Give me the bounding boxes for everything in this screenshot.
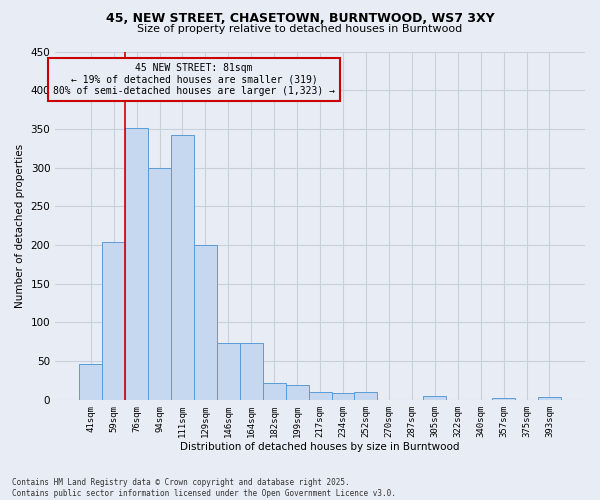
Bar xyxy=(79,364,102,400)
Bar xyxy=(308,392,332,400)
Bar xyxy=(538,396,561,400)
Bar xyxy=(148,168,171,400)
Text: Size of property relative to detached houses in Burntwood: Size of property relative to detached ho… xyxy=(137,24,463,34)
X-axis label: Distribution of detached houses by size in Burntwood: Distribution of detached houses by size … xyxy=(181,442,460,452)
Bar xyxy=(171,135,194,400)
Bar xyxy=(217,342,240,400)
Bar xyxy=(194,245,217,400)
Y-axis label: Number of detached properties: Number of detached properties xyxy=(15,144,25,308)
Bar xyxy=(125,128,148,400)
Bar xyxy=(102,242,125,400)
Bar xyxy=(492,398,515,400)
Bar xyxy=(355,392,377,400)
Text: 45, NEW STREET, CHASETOWN, BURNTWOOD, WS7 3XY: 45, NEW STREET, CHASETOWN, BURNTWOOD, WS… xyxy=(106,12,494,26)
Bar xyxy=(263,383,286,400)
Text: 45 NEW STREET: 81sqm
← 19% of detached houses are smaller (319)
80% of semi-deta: 45 NEW STREET: 81sqm ← 19% of detached h… xyxy=(53,63,335,96)
Text: Contains HM Land Registry data © Crown copyright and database right 2025.
Contai: Contains HM Land Registry data © Crown c… xyxy=(12,478,396,498)
Bar xyxy=(332,393,355,400)
Bar xyxy=(286,385,308,400)
Bar xyxy=(423,396,446,400)
Bar xyxy=(240,342,263,400)
